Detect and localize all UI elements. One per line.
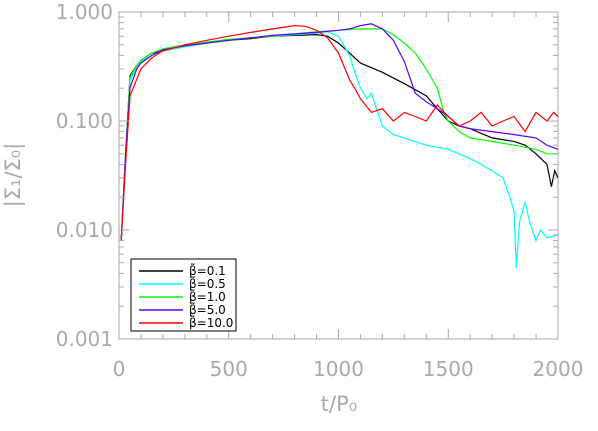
legend-label: β̃=0.5 (189, 276, 226, 291)
x-tick-label: 2000 (533, 357, 584, 381)
y-axis-title: |Σ₁/Σ₀| (1, 143, 26, 208)
y-tick-label: 0.001 (56, 327, 113, 351)
series-line-1 (120, 33, 559, 241)
legend-label: β̃=10.0 (189, 315, 233, 330)
legend-items: β̃=0.1β̃=0.5β̃=1.0β̃=5.0β̃=10.0 (139, 263, 233, 330)
x-tick-label: 1000 (313, 357, 364, 381)
tick-label-layer: 0 500 1000 1500 2000 0.001 0.010 0.100 1.000 (56, 0, 584, 381)
legend-label: β̃=5.0 (189, 302, 226, 317)
series-line-2 (120, 31, 559, 268)
x-tick-label: 0 (113, 357, 126, 381)
y-tick-label: 0.010 (56, 218, 113, 242)
legend-label: β̃=0.1 (189, 263, 226, 278)
series-line-4 (120, 23, 559, 241)
x-tick-label: 1500 (423, 357, 474, 381)
legend-label: β̃=1.0 (189, 289, 226, 304)
series-layer (120, 23, 559, 268)
series-line-3 (120, 28, 558, 241)
legend-box (130, 258, 237, 332)
y-tick-label: 1.000 (56, 0, 113, 24)
x-axis-title: t/P₀ (321, 392, 357, 416)
series-line-5 (120, 24, 559, 241)
legend: β̃=0.1β̃=0.5β̃=1.0β̃=5.0β̃=10.0 (130, 258, 237, 332)
y-tick-label: 0.100 (56, 109, 113, 133)
x-tick-label: 500 (210, 357, 248, 381)
